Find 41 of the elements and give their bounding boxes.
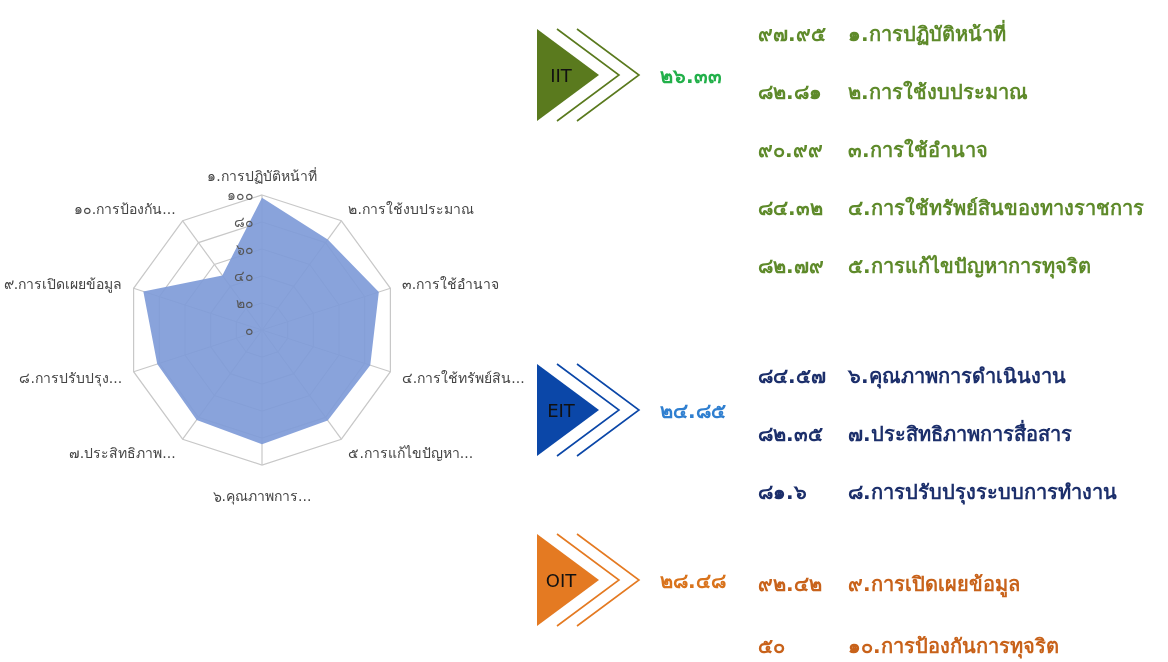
spoke-label: ๑๐.การป้องกัน... <box>73 200 176 217</box>
category-label: ๖.คุณภาพการดำเนินงาน <box>847 364 1066 389</box>
category-label: ๗.ประสิทธิภาพการสื่อสาร <box>848 419 1072 446</box>
y-tick-label: ๐ <box>245 322 254 338</box>
spoke-label: ๖.คุณภาพการ... <box>212 488 312 505</box>
spoke-label: ๒.การใช้งบประมาณ <box>348 200 474 217</box>
y-tick-label: ๖๐ <box>236 241 254 257</box>
text: ๘๔.๕๗ <box>758 364 826 388</box>
y-tick-label: ๔๐ <box>234 268 254 284</box>
text: ๙๒.๔๒ <box>758 572 822 596</box>
text: ๘๒.๘๑ <box>758 80 822 104</box>
text: IIT <box>550 65 573 86</box>
category-label: ๕.การแก้ไขปัญหาการทุจริต <box>848 254 1091 279</box>
category-label: ๘.การปรับปรุงระบบการทำงาน <box>848 480 1117 505</box>
spoke-label: ๗.ประสิทธิภาพ... <box>68 445 176 462</box>
spoke-label: ๘.การปรับปรุง... <box>19 369 123 387</box>
category-label: ๑.การปฏิบัติหน้าที่ <box>848 19 1006 46</box>
y-tick-label: ๒๐ <box>236 295 254 311</box>
text: ๙๗.๙๕ <box>758 22 826 46</box>
text: ๒๘.๔๘ <box>660 569 726 593</box>
category-label: ๔.การใช้ทรัพย์สินของทางราชการ <box>848 196 1144 220</box>
text: EIT <box>547 400 576 421</box>
category-label: ๓.การใช้อำนาจ <box>848 138 988 162</box>
text: ๘๔.๓๒ <box>758 196 823 220</box>
spoke-label: ๑.การปฏิบัติหน้าที่ <box>207 167 317 184</box>
text: ๕๐ <box>758 634 785 658</box>
text: ๘๑.๖ <box>758 480 807 504</box>
spoke-label: ๔.การใช้ทรัพย์สิน... <box>401 369 525 386</box>
text: ๘๒.๓๕ <box>758 422 823 446</box>
category-label: ๒.การใช้งบประมาณ <box>848 80 1028 104</box>
spoke-label: ๙.การเปิดเผยข้อมูล <box>3 276 123 294</box>
category-label: ๙.การเปิดเผยข้อมูล <box>848 572 1020 598</box>
text: ๙๐.๙๙ <box>758 138 823 162</box>
text: ๒๖.๓๓ <box>660 64 722 88</box>
category-label: ๑๐.การป้องกันการทุจริต <box>848 634 1059 659</box>
text: ๒๔.๘๕ <box>660 399 726 423</box>
spoke-label: ๓.การใช้อำนาจ <box>401 276 500 293</box>
text: ๘๒.๗๙ <box>758 254 824 278</box>
spoke-label: ๕.การแก้ไขปัญหา... <box>348 445 474 462</box>
text: OIT <box>545 570 578 591</box>
y-tick-label: ๑๐๐ <box>227 187 254 203</box>
